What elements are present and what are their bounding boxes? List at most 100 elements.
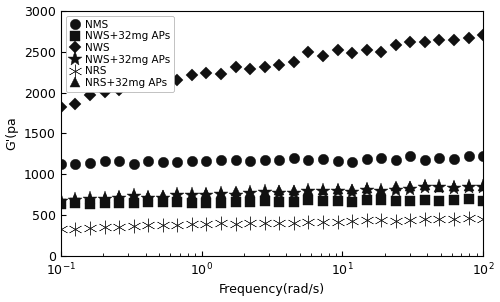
NWS bbox=[408, 40, 414, 44]
NRS+32mg APs bbox=[306, 188, 312, 192]
NRS+32mg APs bbox=[189, 193, 195, 197]
NRS bbox=[334, 220, 340, 224]
NWS bbox=[58, 105, 64, 109]
NMS bbox=[306, 159, 312, 162]
NWS+32mg APs bbox=[436, 185, 442, 189]
NWS bbox=[116, 88, 122, 92]
NRS bbox=[204, 223, 210, 226]
NRS bbox=[160, 223, 166, 227]
NWS+32mg APs bbox=[130, 201, 136, 205]
NWS+32mg APs bbox=[174, 194, 180, 197]
NWS+32mg APs bbox=[349, 200, 355, 204]
NWS bbox=[72, 102, 78, 106]
NRS bbox=[102, 226, 107, 229]
NWS bbox=[204, 72, 210, 75]
Line: NRS+32mg APs: NRS+32mg APs bbox=[56, 180, 488, 206]
NWS bbox=[306, 50, 312, 54]
NWS+32mg APs bbox=[72, 198, 78, 202]
NWS+32mg APs bbox=[102, 197, 107, 201]
NMS bbox=[480, 155, 486, 158]
NWS+32mg APs bbox=[334, 200, 340, 203]
NRS+32mg APs bbox=[116, 194, 122, 198]
NRS+32mg APs bbox=[145, 194, 151, 198]
NMS bbox=[466, 155, 471, 158]
NWS+32mg APs bbox=[320, 189, 326, 192]
NMS bbox=[116, 159, 122, 163]
NRS+32mg APs bbox=[247, 190, 253, 194]
Line: NWS+32mg APs: NWS+32mg APs bbox=[56, 194, 488, 209]
NRS+32mg APs bbox=[204, 191, 210, 195]
NWS bbox=[130, 84, 136, 88]
Legend: NMS, NWS+32mg APs, NWS, NWS+32mg APs, NRS, NRS+32mg APs: NMS, NWS+32mg APs, NWS, NWS+32mg APs, NR… bbox=[66, 16, 174, 92]
NWS bbox=[218, 72, 224, 76]
NWS bbox=[291, 60, 297, 64]
NRS bbox=[276, 221, 282, 225]
NRS bbox=[349, 219, 355, 223]
NWS+32mg APs bbox=[291, 200, 297, 204]
NRS+32mg APs bbox=[466, 184, 471, 188]
NWS+32mg APs bbox=[306, 189, 312, 193]
NWS bbox=[378, 50, 384, 53]
NMS bbox=[436, 157, 442, 160]
NWS bbox=[232, 65, 238, 69]
NWS+32mg APs bbox=[276, 191, 282, 194]
NRS bbox=[378, 219, 384, 222]
NRS+32mg APs bbox=[422, 184, 428, 187]
NWS+32mg APs bbox=[116, 196, 122, 199]
NMS bbox=[72, 162, 78, 166]
NRS bbox=[72, 227, 78, 231]
NMS bbox=[451, 157, 457, 160]
NWS+32mg APs bbox=[480, 185, 486, 189]
NWS bbox=[276, 63, 282, 67]
NWS bbox=[247, 67, 253, 71]
NWS+32mg APs bbox=[247, 191, 253, 195]
NWS+32mg APs bbox=[204, 193, 210, 197]
NWS bbox=[160, 83, 166, 87]
NMS bbox=[393, 158, 399, 162]
NRS bbox=[291, 221, 297, 224]
NWS+32mg APs bbox=[87, 202, 93, 206]
NMS bbox=[291, 157, 297, 160]
NRS bbox=[262, 221, 268, 224]
NWS+32mg APs bbox=[408, 199, 414, 203]
NRS+32mg APs bbox=[160, 193, 166, 196]
NRS+32mg APs bbox=[58, 199, 64, 203]
NRS+32mg APs bbox=[408, 184, 414, 188]
NWS+32mg APs bbox=[451, 186, 457, 190]
NWS+32mg APs bbox=[393, 200, 399, 203]
NRS+32mg APs bbox=[480, 184, 486, 188]
NMS bbox=[102, 159, 107, 163]
NRS+32mg APs bbox=[102, 196, 107, 199]
NWS bbox=[436, 39, 442, 42]
NWS+32mg APs bbox=[232, 200, 238, 204]
NMS bbox=[422, 159, 428, 162]
NRS bbox=[145, 223, 151, 227]
NRS bbox=[116, 225, 122, 229]
NWS+32mg APs bbox=[160, 196, 166, 200]
NWS bbox=[334, 48, 340, 52]
X-axis label: Frequency(rad/s): Frequency(rad/s) bbox=[219, 284, 325, 297]
NWS bbox=[466, 36, 471, 40]
NMS bbox=[232, 158, 238, 162]
NWS+32mg APs bbox=[306, 198, 312, 202]
NMS bbox=[204, 159, 210, 163]
NWS+32mg APs bbox=[262, 200, 268, 203]
NMS bbox=[364, 157, 370, 160]
NWS+32mg APs bbox=[349, 190, 355, 194]
NRS bbox=[422, 217, 428, 221]
NMS bbox=[247, 159, 253, 162]
NWS+32mg APs bbox=[72, 201, 78, 205]
NMS bbox=[218, 158, 224, 161]
NMS bbox=[189, 159, 195, 163]
NRS+32mg APs bbox=[232, 189, 238, 192]
NRS bbox=[320, 220, 326, 224]
NWS+32mg APs bbox=[145, 201, 151, 204]
NWS bbox=[102, 90, 107, 93]
NRS bbox=[58, 227, 64, 231]
NWS+32mg APs bbox=[480, 199, 486, 203]
NWS bbox=[145, 82, 151, 86]
NRS+32mg APs bbox=[130, 194, 136, 197]
Line: NRS: NRS bbox=[54, 211, 490, 236]
NRS+32mg APs bbox=[436, 185, 442, 188]
NMS bbox=[349, 161, 355, 164]
